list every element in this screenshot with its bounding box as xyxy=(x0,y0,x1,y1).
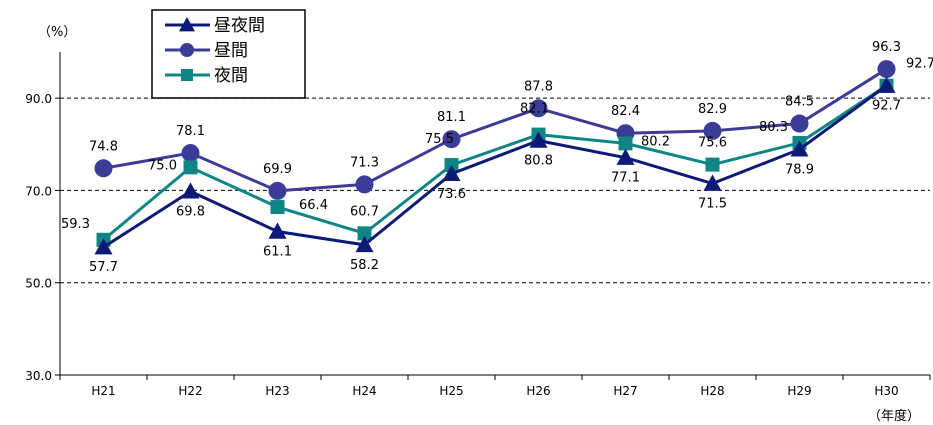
point-daynight xyxy=(355,235,374,253)
data-label-daynight: 61.1 xyxy=(263,244,292,259)
data-label-night: 60.7 xyxy=(350,204,379,219)
point-daynight xyxy=(877,76,896,93)
data-label-day: 82.4 xyxy=(611,104,640,119)
point-daynight xyxy=(94,238,113,255)
point-daynight xyxy=(616,148,635,165)
legend-marker-night xyxy=(181,69,193,81)
x-tick-label: H30 xyxy=(874,384,898,398)
legend-label-night: 夜間 xyxy=(214,66,248,86)
data-label-daynight: 69.8 xyxy=(176,204,205,219)
data-label-night: 82.1 xyxy=(520,102,549,117)
x-tick-label: H21 xyxy=(91,384,115,398)
y-axis-unit-label: （%） xyxy=(38,25,76,40)
series-line-daynight xyxy=(102,84,888,249)
data-label-day: 96.3 xyxy=(872,40,901,55)
point-day xyxy=(442,130,461,149)
data-label-day: 84.5 xyxy=(785,95,814,110)
data-label-day: 82.9 xyxy=(698,102,727,117)
point-day xyxy=(355,175,374,194)
data-label-night: 80.3 xyxy=(759,120,788,135)
x-tick-label: H27 xyxy=(613,384,637,398)
data-label-daynight: 77.1 xyxy=(611,171,640,186)
x-tick-label: H28 xyxy=(700,384,724,398)
y-tick-label: 90.0 xyxy=(25,92,52,106)
data-label-daynight: 58.2 xyxy=(350,258,379,273)
legend-marker-daynight xyxy=(179,17,195,32)
data-label-night: 75.5 xyxy=(425,132,454,147)
y-tick-label: 70.0 xyxy=(25,184,52,198)
x-tick-label: H26 xyxy=(526,384,550,398)
data-label-daynight: 78.9 xyxy=(785,162,814,177)
point-night xyxy=(270,200,285,215)
grid-layer xyxy=(60,97,930,284)
point-day xyxy=(529,99,548,118)
data-label-daynight: 57.7 xyxy=(89,260,118,275)
point-day xyxy=(703,121,722,140)
point-daynight xyxy=(442,164,461,182)
point-day xyxy=(877,60,896,79)
y-tick-label: 30.0 xyxy=(25,369,52,383)
data-label-day: 81.1 xyxy=(437,110,466,125)
data-label-night: 80.2 xyxy=(641,134,670,149)
data-label-night: 92.7 xyxy=(906,57,933,72)
data-label-day: 69.9 xyxy=(263,162,292,177)
data-label-daynight: 73.6 xyxy=(437,187,466,202)
point-daynight xyxy=(703,174,722,191)
point-night xyxy=(618,136,633,151)
series-line-day xyxy=(103,67,888,193)
legend-label-day: 昼間 xyxy=(214,41,248,61)
point-daynight xyxy=(181,182,200,199)
label-layer: 57.7 69.8 61.1 58.2 73.6 80.8 77.1 71.5 78.9 92.7… xyxy=(61,40,933,275)
point-day xyxy=(94,159,113,178)
point-daynight xyxy=(529,131,548,148)
legend-marker-day xyxy=(180,43,194,57)
series-line-night xyxy=(102,84,888,241)
x-axis-unit-label: （年度） xyxy=(868,408,920,424)
x-tick-label: H23 xyxy=(265,384,289,398)
point-night xyxy=(357,226,372,241)
data-label-night: 75.6 xyxy=(698,136,727,151)
point-night xyxy=(183,160,198,175)
point-day xyxy=(268,181,287,200)
data-label-night: 66.4 xyxy=(299,198,328,213)
data-label-day: 87.8 xyxy=(524,79,553,94)
data-label-day: 78.1 xyxy=(176,124,205,139)
data-label-daynight: 71.5 xyxy=(698,197,727,212)
x-tick-label: H22 xyxy=(178,384,202,398)
data-label-night: 75.0 xyxy=(148,158,177,173)
point-daynight xyxy=(790,140,809,157)
point-day xyxy=(790,114,809,133)
x-tick-label: H29 xyxy=(787,384,811,398)
data-label-day: 74.8 xyxy=(89,139,118,154)
legend-label-daynight: 昼夜間 xyxy=(214,16,265,36)
data-label-day: 71.3 xyxy=(350,155,379,170)
data-label-daynight: 92.7 xyxy=(872,99,901,114)
data-label-night: 59.3 xyxy=(61,217,90,232)
x-tick-label: H25 xyxy=(439,384,463,398)
point-day xyxy=(181,144,200,163)
x-tick-label: H24 xyxy=(352,384,376,398)
data-label-daynight: 80.8 xyxy=(524,154,553,169)
series-layer xyxy=(94,60,896,255)
axis-layer: 30.0 50.0 70.0 90.0 H21 H22 H23 H24 H25 H26 H27 H28… xyxy=(25,52,931,398)
y-tick-label: 50.0 xyxy=(25,277,52,291)
point-night xyxy=(705,157,720,172)
point-daynight xyxy=(268,222,287,239)
